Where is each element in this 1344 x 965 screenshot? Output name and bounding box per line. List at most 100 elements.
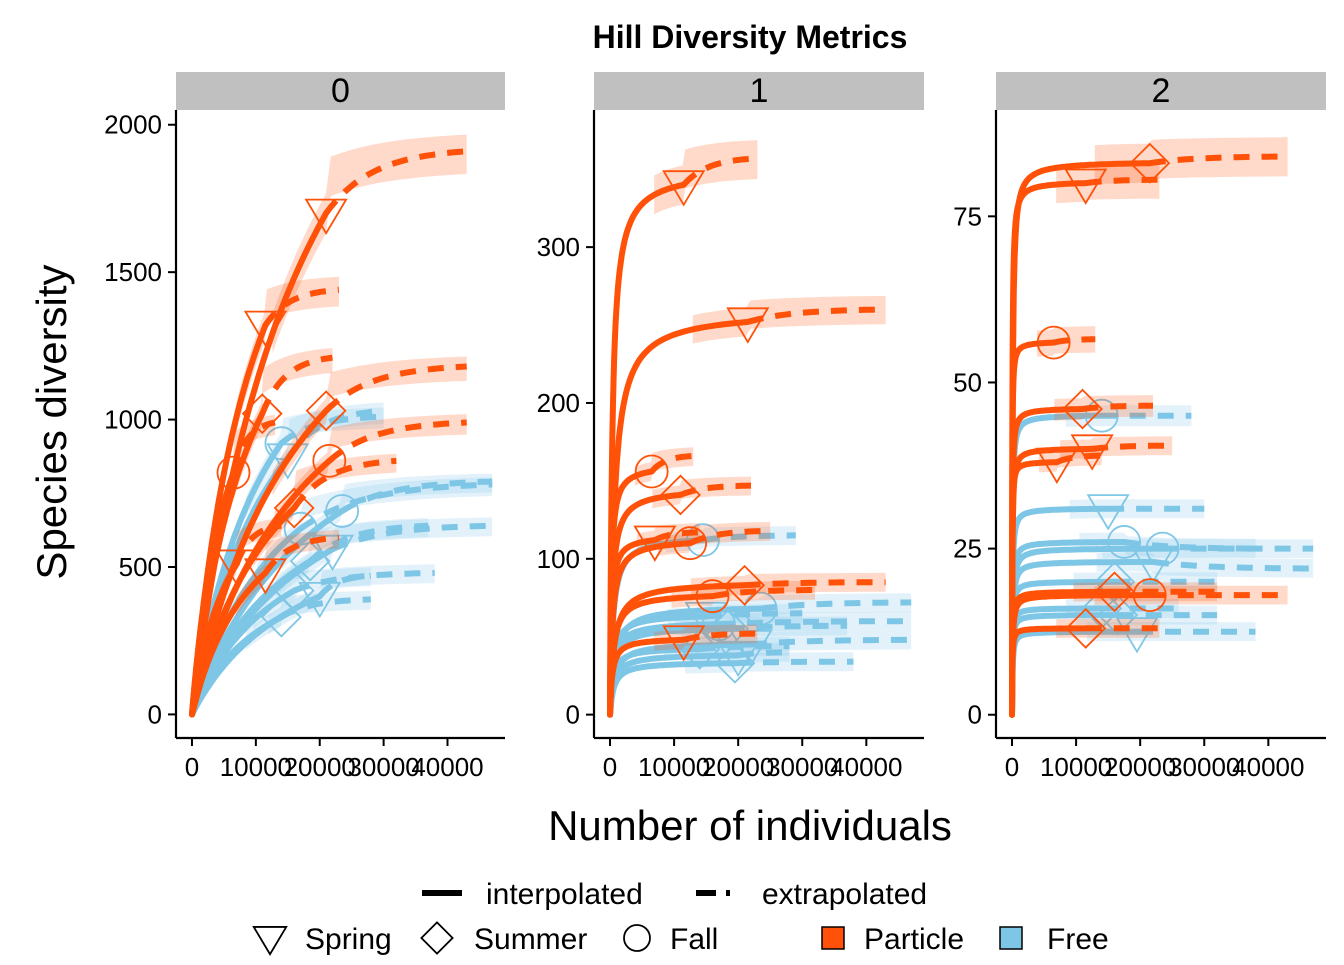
observed-point-fall [312,443,347,478]
interpolated-line [607,636,687,718]
x-tick-label: 10000 [1040,752,1112,782]
legend: interpolated extrapolated Spring Summer Fall… [252,878,1109,957]
interpolated-line [1009,539,1128,718]
interpolated-line [607,593,716,718]
x-tick-label: 30000 [766,752,838,782]
observed-point-spring [684,601,728,639]
interpolated-line [1009,578,1118,718]
x-tick-label: 30000 [1168,752,1240,782]
observed-point-fall [1084,398,1119,433]
y-axis-label: Species diversity [28,264,75,579]
y-tick-label: 500 [119,552,162,582]
facet-strip [996,72,1326,110]
y-tick-label: 0 [148,699,162,729]
x-axis-label: Number of individuals [548,802,952,849]
extrapolated-line [293,569,435,594]
observed-point-spring [1086,494,1130,531]
confidence-band [654,140,758,215]
confidence-band [700,593,912,621]
observed-point-spring [1115,617,1159,654]
y-tick-label: 300 [537,232,580,262]
y-tick-label: 0 [968,700,982,730]
y-tick-label: 0 [566,700,580,730]
y-tick-label: 25 [953,534,982,564]
extrapolated-line [324,363,467,413]
confidence-band [257,477,493,583]
interpolated-line [1009,628,1140,718]
x-tick-label: 0 [603,752,617,782]
extrapolated-line [711,587,816,600]
observed-point-spring [243,310,288,347]
observed-point-fall [695,579,730,614]
y-tick-label: 50 [953,367,982,397]
legend-particle-swatch [821,926,845,950]
confidence-band [654,624,758,651]
observed-point-summer [660,474,701,516]
observed-point-spring [726,307,770,344]
confidence-band [694,630,912,656]
x-tick-label: 10000 [638,752,710,782]
confidence-band [1096,552,1314,578]
confidence-band [1102,539,1314,559]
observed-point-spring [1064,168,1108,205]
confidence-band [658,521,771,556]
interpolated-line [607,660,738,718]
legend-summer-icon [420,921,454,955]
x-tick-label: 20000 [702,752,774,782]
observed-point-spring [1131,547,1175,584]
observed-point-spring [266,443,310,480]
legend-interpolated-label: interpolated [486,878,643,911]
observed-point-summer [724,564,766,606]
legend-spring-icon [252,926,288,957]
y-tick-label: 2000 [104,110,162,140]
extrapolated-line [1055,452,1102,465]
x-tick-label: 40000 [1232,752,1304,782]
observed-point-summer [305,390,347,432]
observed-point-fall [673,526,708,561]
interpolated-line [1009,588,1118,718]
x-tick-label: 40000 [830,752,902,782]
extrapolated-line [653,529,700,543]
extrapolated-line [1053,336,1096,346]
observed-point-spring [716,640,760,678]
extrapolated-line [298,481,493,532]
legend-free-swatch [999,926,1023,950]
y-tick-label: 200 [537,388,580,418]
observed-point-summer [273,487,315,529]
observed-point-fall [702,607,736,642]
observed-point-spring [662,625,706,662]
extrapolated-line [649,452,694,474]
legend-season-label: Spring [305,923,392,956]
observed-point-fall [1107,525,1142,559]
interpolated-line [1009,558,1156,718]
observed-point-summer [1097,594,1139,636]
extrapolated-line [681,155,758,187]
confidence-band [245,407,384,519]
extrapolated-line [734,658,854,667]
interpolated-line [1009,339,1057,718]
observed-point-spring [1035,447,1079,484]
interpolated-line [1009,505,1112,718]
legend-fall-icon [623,924,651,952]
extrapolated-line [699,643,790,653]
x-tick-label: 40000 [411,752,483,782]
extrapolated-line [747,306,886,325]
extrapolated-line [682,630,758,643]
observed-point-spring [304,198,348,235]
observed-point-fall [216,455,251,490]
confidence-band [692,295,886,344]
series-group [189,134,493,718]
chart-title: Hill Diversity Metrics [593,19,908,55]
x-tick-label: 30000 [347,752,419,782]
interpolated-line [1009,592,1153,718]
observed-point-summer [1062,388,1103,430]
x-tick-label: 0 [185,752,199,782]
extrapolated-line [688,527,771,546]
facet-strip [594,72,924,110]
observed-point-fall [1036,325,1071,360]
confidence-band [1065,405,1192,427]
